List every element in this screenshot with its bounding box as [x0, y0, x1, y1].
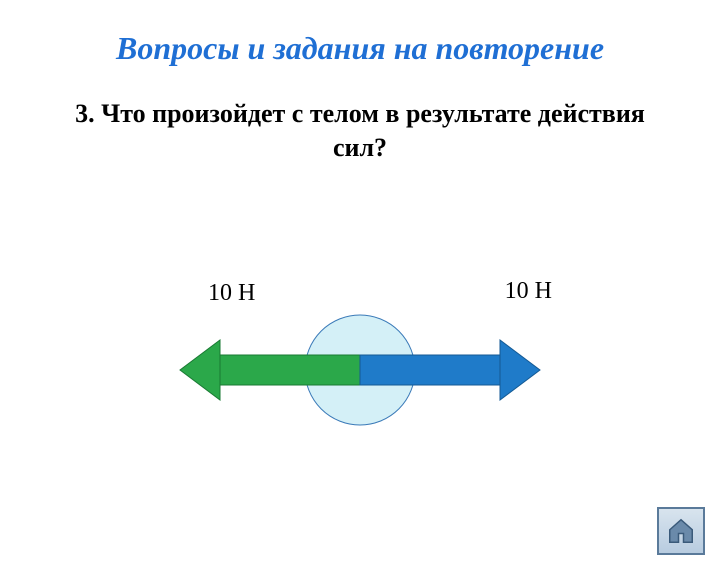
force-diagram: 10 Н 10 Н: [160, 270, 560, 450]
force-diagram-svg: [160, 300, 560, 440]
home-icon: [666, 516, 696, 546]
home-button[interactable]: [657, 507, 705, 555]
right-arrow-shaft: [360, 355, 500, 385]
page-title: Вопросы и задания на повторение: [0, 30, 720, 67]
left-arrow-head: [180, 340, 220, 400]
question-text: 3. Что произойдет с телом в результате д…: [0, 97, 720, 165]
left-arrow-shaft: [220, 355, 360, 385]
right-arrow-head: [500, 340, 540, 400]
